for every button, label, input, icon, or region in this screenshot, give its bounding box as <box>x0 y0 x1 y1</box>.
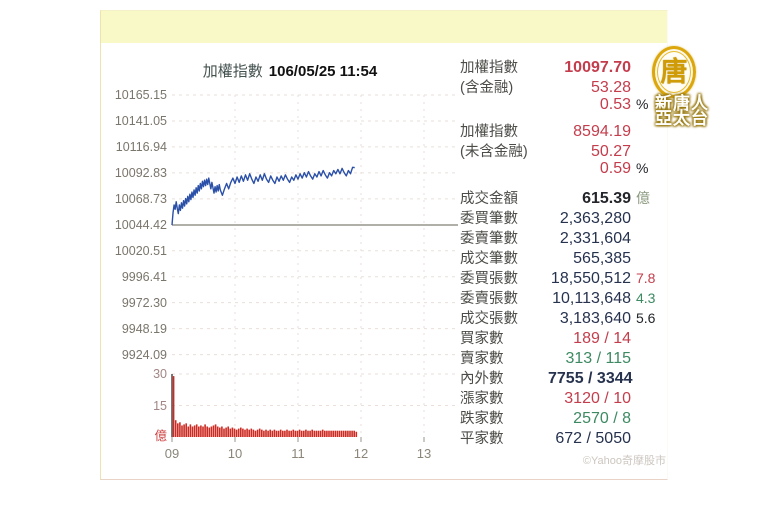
panel-header-band <box>101 11 667 43</box>
price-ytick-label: 9996.41 <box>121 269 167 284</box>
quote-row: 委賣張數 10,113,648 4.3 <box>460 287 666 307</box>
quote-row: 委賣筆數 2,331,604 <box>460 227 666 247</box>
quote-value: 615.39 <box>582 190 631 207</box>
quote-label: 委買筆數 <box>460 211 518 227</box>
time-xtick-label: 13 <box>416 446 432 461</box>
quote-row: 賣家數 313 / 115 <box>460 347 666 367</box>
quote-label: 委賣張數 <box>460 291 518 307</box>
quote-value: 50.27 <box>590 143 631 160</box>
quote-suffix: 7.8 <box>636 270 656 286</box>
quote-value: 18,550,512 <box>550 270 631 287</box>
price-ytick-label: 10020.51 <box>114 243 167 258</box>
quote-row: (未含金融) 50.27 <box>460 140 666 160</box>
quote-value: 565,385 <box>573 250 631 267</box>
quote-label: 成交金額 <box>460 191 518 207</box>
quote-label: 成交筆數 <box>460 251 518 267</box>
quote-label: 委賣筆數 <box>460 231 518 247</box>
price-ytick-label: 10092.83 <box>114 165 167 180</box>
quote-label: 加權指數 <box>460 124 518 140</box>
quote-value: 313 / 115 <box>565 350 631 367</box>
quote-row: 加權指數 10097.70 <box>460 56 666 76</box>
price-ytick-label: 10116.94 <box>115 139 167 154</box>
quote-value: 0.53 <box>599 96 631 113</box>
price-ytick-label: 10044.42 <box>114 218 167 232</box>
price-ytick-label: 10165.15 <box>114 88 167 102</box>
quote-row: 成交張數 3,183,640 5.6 <box>460 307 666 327</box>
quote-value: 3,183,640 <box>559 310 631 327</box>
quote-value: 189 / 14 <box>573 330 631 347</box>
ntd-logo: 唐 新唐人 亞太台 <box>646 44 718 144</box>
price-ytick-label: 9972.30 <box>121 295 167 310</box>
quote-suffix: % <box>636 96 649 112</box>
time-xtick-label: 10 <box>227 446 243 461</box>
quote-value: 2570 / 8 <box>573 410 631 427</box>
chart-title-datetime: 106/05/25 11:54 <box>268 63 378 80</box>
quote-row: 平家數 672 / 5050 <box>460 427 666 447</box>
quote-label: 加權指數 <box>460 60 518 76</box>
quote-label: 跌家數 <box>460 411 504 427</box>
quote-label: 內外數 <box>460 371 504 387</box>
chart-title: 加權指數 106/05/25 11:54 <box>140 60 440 81</box>
quote-value: 0.59 <box>599 160 631 177</box>
ntd-logo-line1: 新唐人 <box>655 94 709 113</box>
quote-label: 委買張數 <box>460 271 518 287</box>
quote-value: 8594.19 <box>573 123 631 140</box>
quote-row: 內外數 7755 / 3344 <box>460 367 666 387</box>
ntd-seal-icon: 唐 <box>652 46 696 98</box>
quote-label: 成交張數 <box>460 311 518 327</box>
time-xtick-label: 11 <box>291 446 305 461</box>
quote-suffix: 4.3 <box>636 290 656 306</box>
quote-data-table: 加權指數 10097.70 (含金融) 53.28 0.53% 加權指數 8594.19 (未… <box>460 56 666 447</box>
quote-value: 2,363,280 <box>559 210 631 227</box>
quote-value: 10,113,648 <box>552 290 631 307</box>
quote-row: 0.59% <box>460 160 666 180</box>
quote-row: 委買筆數 2,363,280 <box>460 207 666 227</box>
quote-row: 成交筆數 565,385 <box>460 247 666 267</box>
quote-row: 跌家數 2570 / 8 <box>460 407 666 427</box>
chart-title-index-name: 加權指數 <box>202 63 263 80</box>
quote-label: 賣家數 <box>460 351 504 367</box>
yahoo-copyright: ©Yahoo奇摩股市 <box>582 455 666 467</box>
quote-label: (含金融) <box>460 80 514 96</box>
quote-row: 加權指數 8594.19 <box>460 120 666 140</box>
quote-suffix: % <box>636 160 649 176</box>
volume-ytick-label: 15 <box>153 398 167 413</box>
price-ytick-label: 10141.05 <box>114 113 167 128</box>
price-ytick-label: 9948.19 <box>121 321 167 336</box>
quote-row: (含金融) 53.28 <box>460 76 666 96</box>
quote-row: 委買張數 18,550,512 7.8 <box>460 267 666 287</box>
quote-value: 7755 / 3344 <box>548 370 633 387</box>
time-xtick-label: 09 <box>164 446 180 461</box>
quote-row: 成交金額 615.39 億 <box>460 187 666 207</box>
quote-label: 買家數 <box>460 331 504 347</box>
ntd-logo-line2: 亞太台 <box>655 109 709 128</box>
quote-label: 漲家數 <box>460 391 504 407</box>
quote-row: 漲家數 3120 / 10 <box>460 387 666 407</box>
quote-label: 平家數 <box>460 431 504 447</box>
quote-value: 2,331,604 <box>559 230 631 247</box>
quote-value: 3120 / 10 <box>564 390 631 407</box>
volume-unit-label: 億 <box>154 429 167 443</box>
price-ytick-label: 9924.09 <box>121 347 167 362</box>
volume-ytick-label: 30 <box>153 367 167 381</box>
quote-row: 0.53% <box>460 96 666 116</box>
time-xtick-label: 12 <box>353 446 369 461</box>
ntd-seal-character: 唐 <box>660 56 688 87</box>
price-ytick-label: 10068.73 <box>114 191 167 206</box>
quote-value: 10097.70 <box>564 59 631 76</box>
quote-row: 買家數 189 / 14 <box>460 327 666 347</box>
stock-quote-panel <box>100 10 668 480</box>
quote-suffix: 億 <box>636 190 650 206</box>
ntd-logo-text: 新唐人 亞太台 <box>646 94 718 128</box>
quote-suffix: 5.6 <box>636 310 656 326</box>
quote-value: 672 / 5050 <box>555 430 631 447</box>
quote-value: 53.28 <box>590 79 631 96</box>
quote-label: (未含金融) <box>460 144 528 160</box>
